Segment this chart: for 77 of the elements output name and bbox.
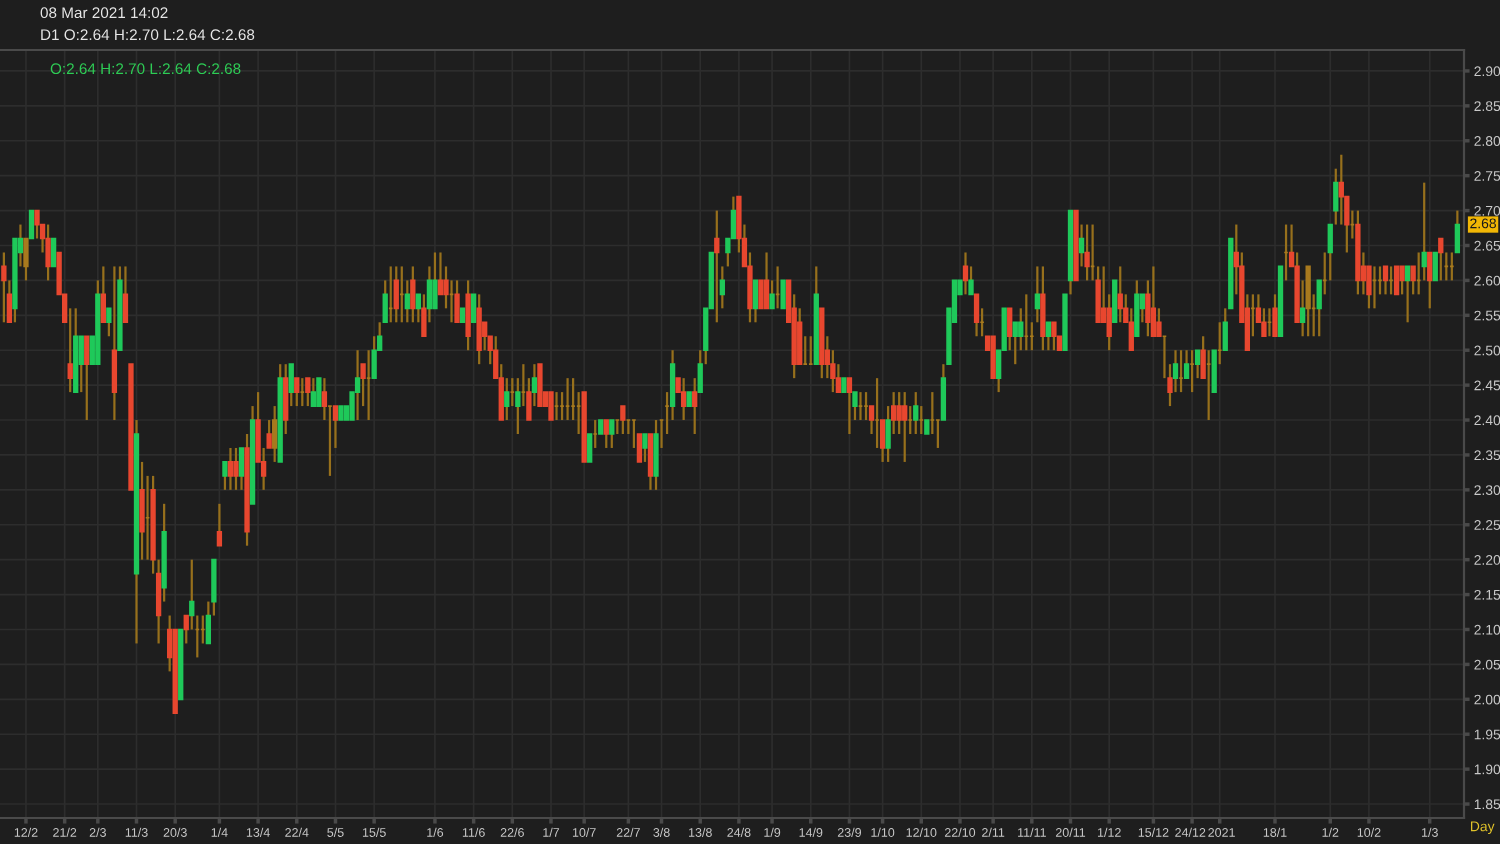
candlestick [100, 265, 107, 324]
candlestick [1051, 321, 1057, 352]
candlestick [45, 223, 51, 282]
candlestick [653, 418, 659, 491]
candlestick [1299, 279, 1306, 338]
candlestick [233, 446, 239, 491]
candlestick [1040, 265, 1046, 352]
candlestick [294, 377, 300, 408]
candlestick [238, 446, 245, 491]
candlestick [896, 391, 902, 436]
candlestick [1150, 265, 1157, 338]
candlestick [310, 377, 317, 408]
candlestick [1382, 265, 1389, 296]
candlestick [1117, 265, 1123, 324]
candlestick [28, 209, 35, 240]
candlestick [973, 293, 980, 338]
candlestick [78, 335, 84, 394]
candlestick [139, 460, 145, 561]
candlestick [454, 279, 460, 324]
candlestick [1, 251, 7, 324]
candlestick [990, 335, 996, 379]
candlestick [1404, 265, 1411, 324]
candlestick [1338, 153, 1344, 226]
candlestick [913, 391, 919, 436]
candlestick [620, 404, 626, 436]
candlestick [714, 209, 720, 324]
candlestick [272, 404, 278, 464]
candlestick [1261, 307, 1267, 338]
candlestick [680, 377, 687, 422]
candlestick [227, 446, 234, 491]
candlestick [122, 265, 129, 324]
candlestick [763, 251, 770, 310]
candlestick [962, 251, 969, 296]
candlestick [34, 209, 40, 240]
candlestick [84, 335, 90, 422]
candlestick [1211, 349, 1217, 393]
candlestick [1156, 307, 1162, 338]
candlestick [1112, 279, 1118, 324]
candlestick [1393, 265, 1400, 296]
candlestick [636, 433, 643, 463]
candlestick [531, 363, 538, 408]
candlestick [603, 418, 609, 450]
candlestick [1128, 307, 1134, 352]
candlestick [587, 433, 593, 463]
candlestick [1432, 251, 1438, 282]
candlestick [465, 279, 471, 352]
candlestick [1272, 293, 1278, 338]
candlestick [902, 391, 908, 464]
candlestick [305, 377, 311, 408]
candlestick [692, 377, 698, 436]
candlestick [1134, 279, 1140, 338]
candlestick [410, 265, 416, 324]
candlestick [548, 391, 554, 421]
candlestick [354, 349, 361, 422]
candlestick [797, 307, 803, 366]
candlestick [205, 600, 212, 645]
candlestick [1012, 321, 1018, 366]
candlestick [470, 293, 477, 324]
candlestick [1438, 237, 1444, 282]
candlestick [50, 237, 57, 268]
candlestick [758, 279, 764, 310]
candlestick [476, 293, 482, 366]
candlestick [1034, 265, 1041, 324]
candlestick [537, 363, 543, 407]
candlestick [504, 377, 510, 422]
candlestick [1084, 223, 1090, 282]
candlestick [216, 502, 223, 547]
candlestick [846, 377, 853, 436]
candlestick [609, 418, 615, 450]
candlestick [393, 265, 399, 324]
candlestick [1305, 265, 1311, 338]
candlestick [1399, 265, 1405, 296]
candlestick [780, 279, 786, 310]
candlestick [283, 363, 289, 436]
candlestick [642, 432, 648, 464]
candlestick [316, 377, 322, 407]
candlestick [111, 265, 118, 422]
